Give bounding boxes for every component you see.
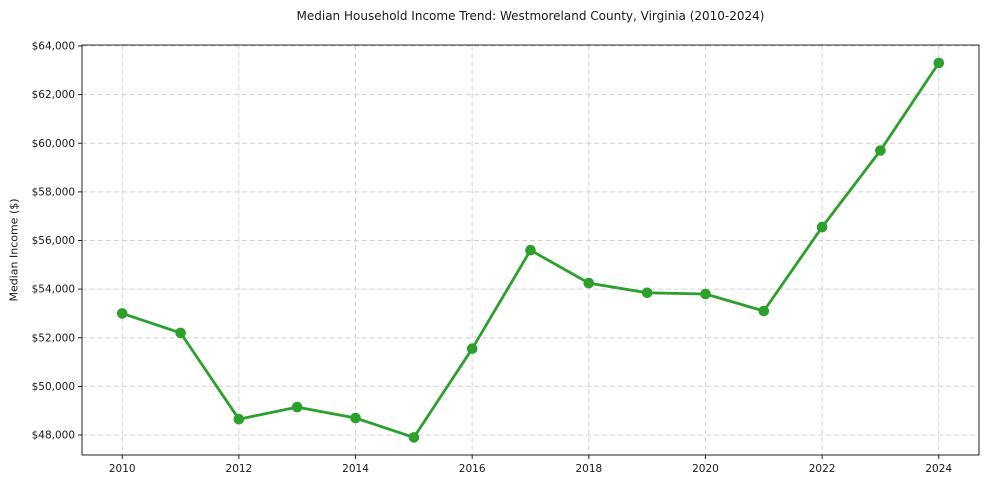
data-point xyxy=(408,432,420,443)
y-tick-label: $60,000 xyxy=(32,138,75,150)
y-tick-label: $62,000 xyxy=(32,89,75,101)
y-tick-label: $54,000 xyxy=(32,284,75,296)
data-point xyxy=(175,327,186,339)
y-tick-label: $64,000 xyxy=(32,40,75,52)
data-point xyxy=(641,287,653,299)
data-point xyxy=(291,401,303,413)
x-tick-label: 2014 xyxy=(342,463,369,475)
data-point xyxy=(875,145,886,156)
x-tick-label: 2020 xyxy=(692,463,719,475)
x-tick-label: 2024 xyxy=(925,463,952,475)
data-point xyxy=(525,244,536,256)
chart-title: Median Household Income Trend: Westmorel… xyxy=(296,9,765,23)
x-tick-label: 2012 xyxy=(226,463,253,475)
data-point xyxy=(466,343,478,355)
x-tick-label: 2016 xyxy=(459,463,486,475)
data-point xyxy=(816,221,828,233)
data-point xyxy=(583,277,595,289)
data-point xyxy=(933,57,945,69)
data-point xyxy=(700,288,711,300)
y-tick-label: $58,000 xyxy=(32,186,75,198)
y-tick-label: $48,000 xyxy=(32,430,75,442)
y-tick-label: $50,000 xyxy=(32,381,75,393)
plot-border xyxy=(81,44,980,456)
x-tick-label: 2010 xyxy=(109,463,136,475)
y-tick-label: $56,000 xyxy=(32,235,75,247)
y-tick-label: $52,000 xyxy=(32,332,75,344)
x-tick-label: 2018 xyxy=(575,463,602,475)
data-point xyxy=(758,305,770,317)
data-point xyxy=(233,413,245,425)
data-point xyxy=(350,412,361,424)
data-point xyxy=(116,308,128,319)
x-tick-label: 2022 xyxy=(809,463,836,475)
